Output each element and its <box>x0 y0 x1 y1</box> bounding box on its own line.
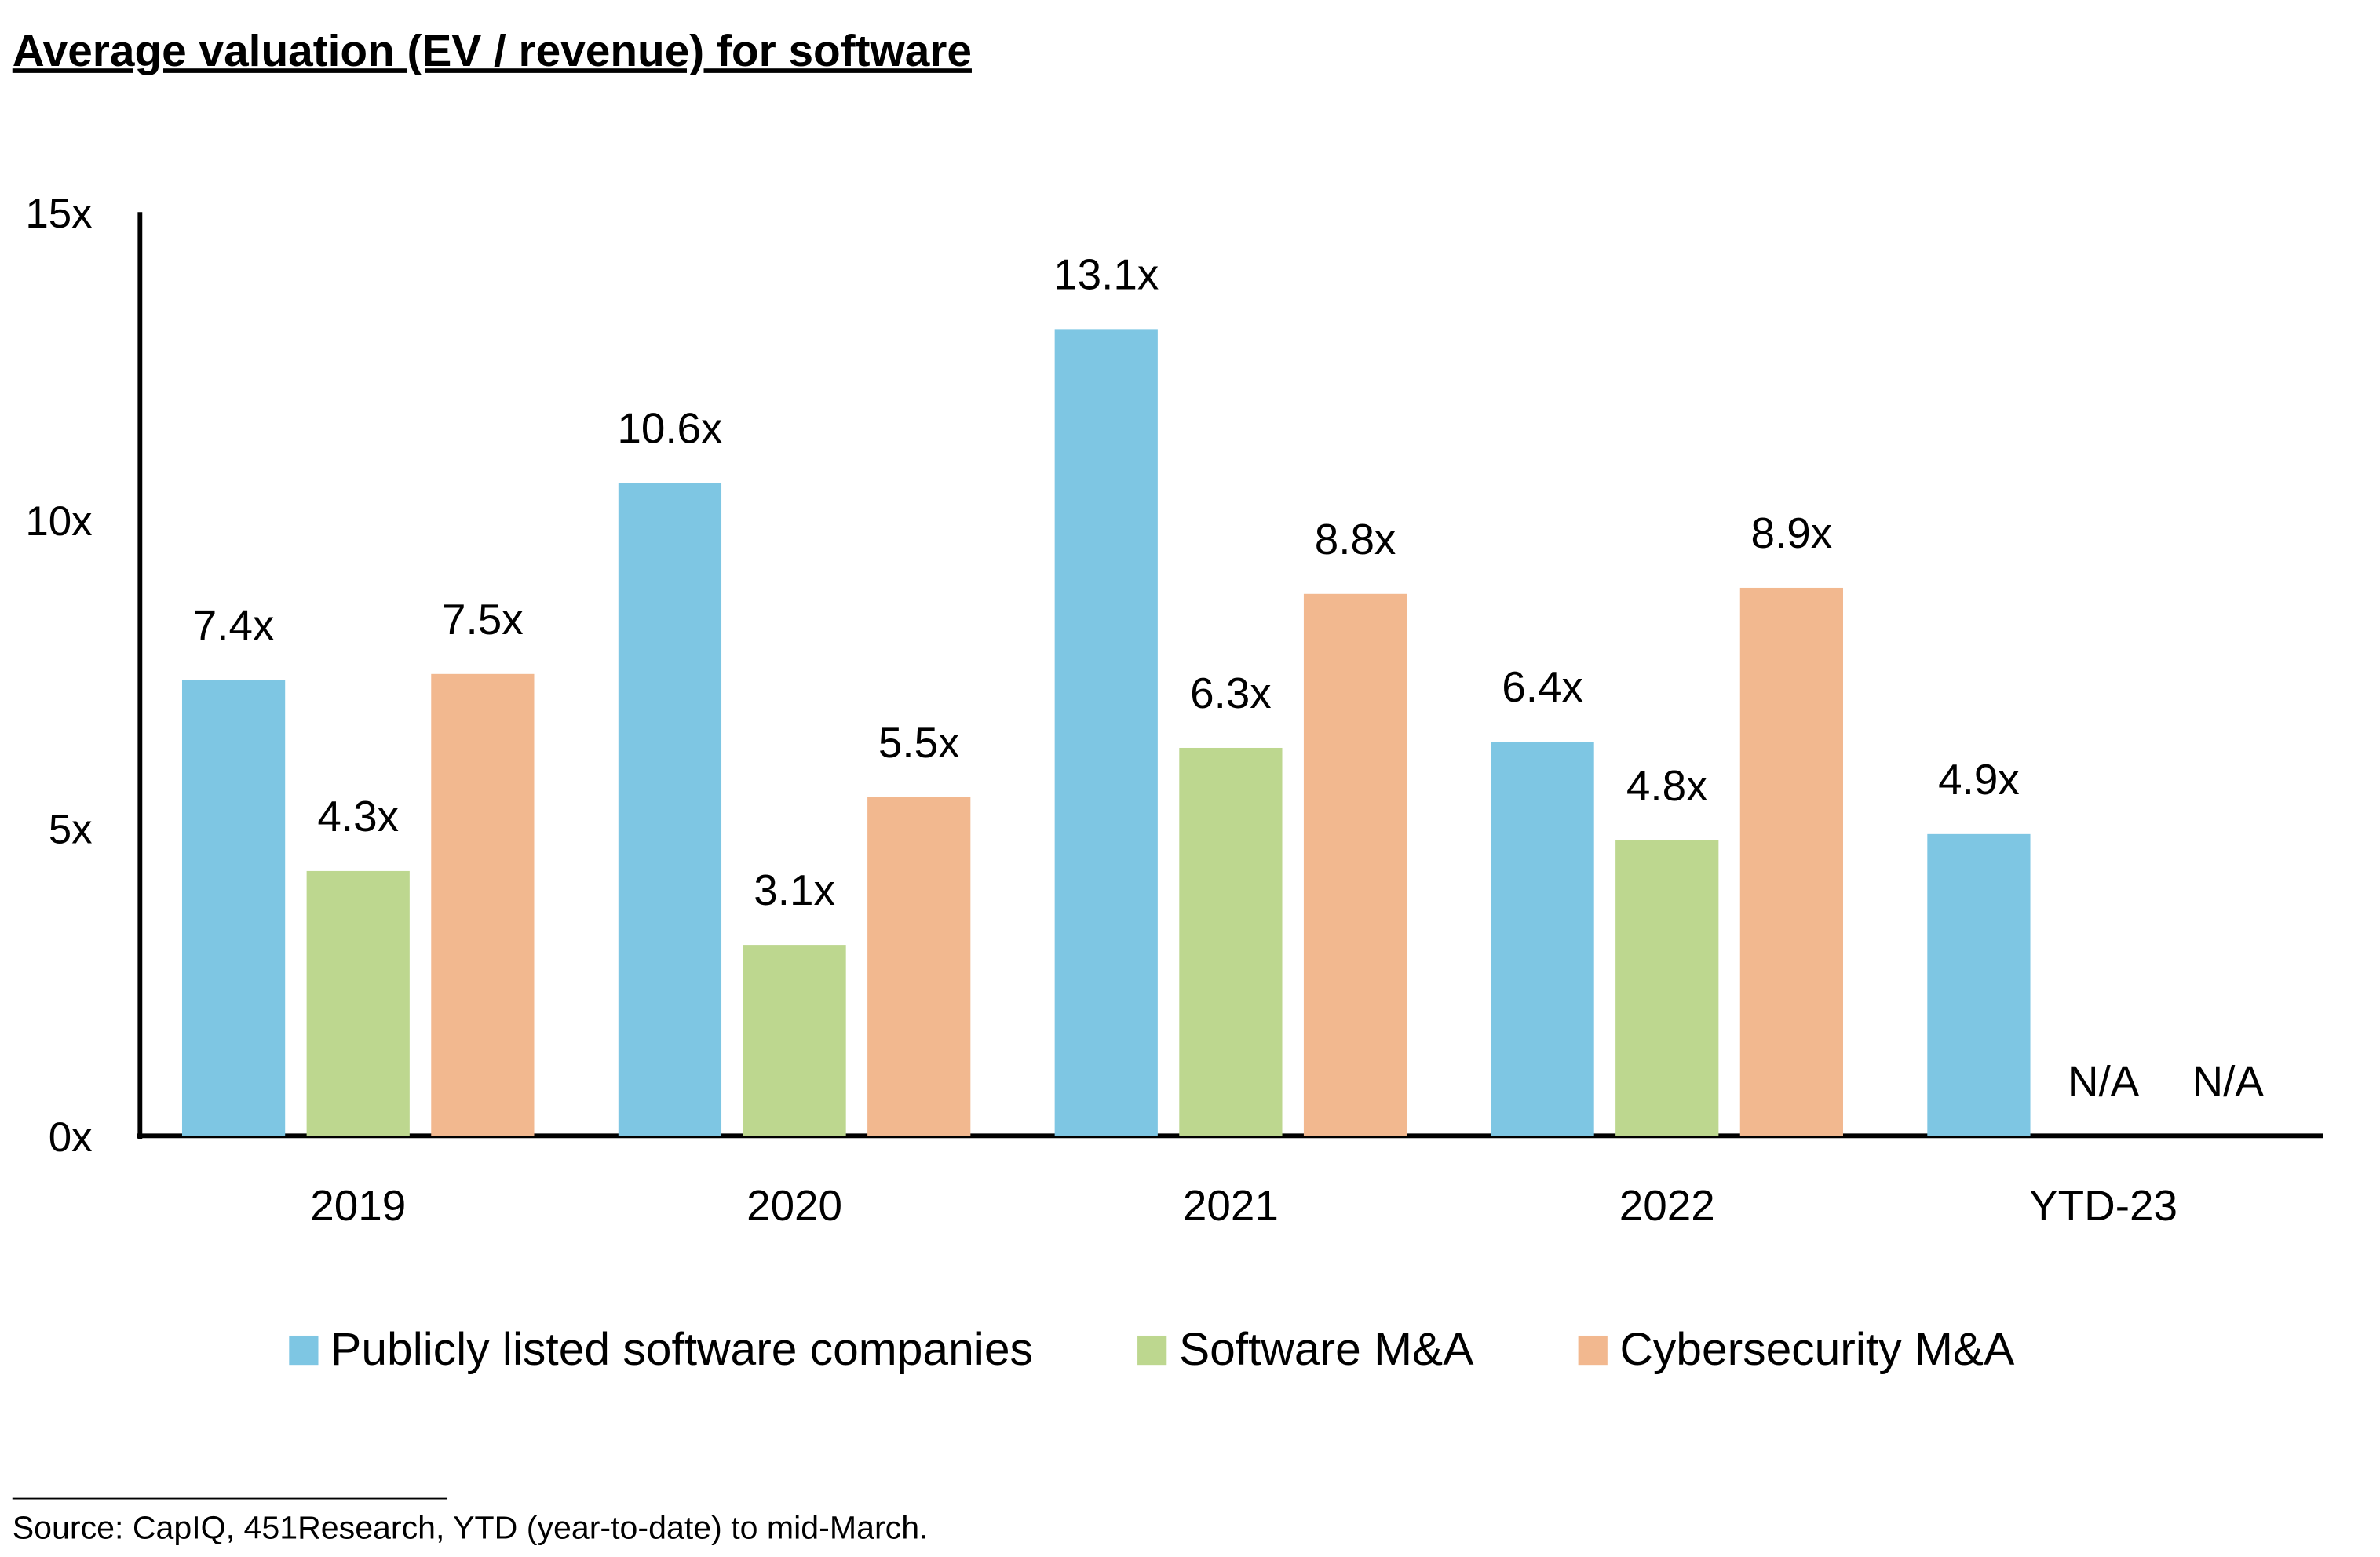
legend-label: Software M&A <box>1179 1324 1474 1375</box>
legend-swatch <box>1578 1335 1608 1366</box>
legend-swatch <box>289 1335 319 1366</box>
value-label: 8.8x <box>1315 515 1396 563</box>
x-tick-label: YTD-23 <box>2029 1181 2177 1230</box>
bar <box>1615 840 1719 1136</box>
bar <box>1739 587 1843 1136</box>
legend-label: Cybersecurity M&A <box>1620 1324 2016 1375</box>
y-tick-label: 15x <box>25 191 92 237</box>
bar <box>1179 747 1283 1136</box>
value-label: 10.6x <box>617 404 722 453</box>
x-tick-label: 2021 <box>1183 1181 1279 1230</box>
x-tick-label: 2022 <box>1619 1181 1715 1230</box>
x-tick-label: 2020 <box>746 1181 842 1230</box>
bar <box>181 680 286 1136</box>
x-tick-label: 2019 <box>310 1181 406 1230</box>
bar <box>743 945 846 1136</box>
value-label: 7.5x <box>442 595 524 644</box>
value-label: 3.1x <box>754 866 835 914</box>
value-label: 7.4x <box>193 601 275 650</box>
bar <box>1491 742 1594 1136</box>
value-label: N/A <box>2068 1056 2140 1105</box>
bar <box>306 870 410 1136</box>
y-tick-label: 5x <box>49 807 93 853</box>
value-label: 6.3x <box>1190 669 1272 717</box>
value-label: 5.5x <box>878 718 960 767</box>
bar <box>1054 329 1158 1136</box>
value-label: 8.9x <box>1751 509 1833 557</box>
source-note: Source: CapIQ, 451Research, YTD (year-to… <box>13 1509 929 1545</box>
bar <box>1927 833 2031 1136</box>
value-label: 4.9x <box>1938 755 2020 804</box>
value-label: N/A <box>2192 1056 2265 1105</box>
legend-label: Publicly listed software companies <box>330 1324 1033 1375</box>
bar <box>1303 593 1407 1136</box>
bar <box>618 483 722 1136</box>
legend: Publicly listed software companies Softwa… <box>289 1324 2015 1375</box>
legend-swatch <box>1137 1335 1167 1366</box>
value-label: 4.8x <box>1626 761 1708 810</box>
chart-title: Average valuation (EV / revenue) for sof… <box>13 27 972 76</box>
y-tick-label: 10x <box>25 498 92 545</box>
bar <box>431 673 535 1136</box>
value-label: 6.4x <box>1502 662 1583 711</box>
bar <box>867 797 971 1136</box>
y-tick-label: 0x <box>49 1114 93 1161</box>
value-label: 4.3x <box>317 792 399 840</box>
value-label: 13.1x <box>1053 250 1159 298</box>
